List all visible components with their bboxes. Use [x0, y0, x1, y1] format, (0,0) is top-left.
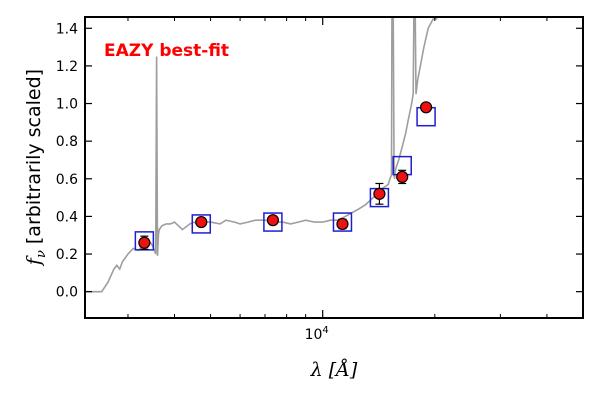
y-axis-title-rest: [arbitrarily scaled] — [23, 69, 45, 250]
y-axis-title: fν [arbitrarily scaled] — [23, 69, 49, 267]
x-tick-label-exponent: 4 — [322, 325, 328, 336]
model-photometry-square — [263, 212, 283, 232]
observed-flux-point — [138, 236, 151, 249]
observed-flux-point — [266, 214, 280, 227]
x-axis-title: λ [Å] — [310, 359, 358, 381]
eazy-annotation: EAZY best-fit — [104, 41, 229, 61]
y-tick-label: 1.2 — [56, 59, 78, 75]
x-tick-label: 104 — [305, 325, 329, 343]
x-tick-label-base: 10 — [305, 327, 323, 343]
y-tick-label: 1.4 — [56, 21, 78, 37]
observed-flux-point — [336, 217, 349, 231]
plot-frame — [84, 16, 584, 319]
observed-flux-point — [396, 170, 409, 184]
y-axis-title-f: f — [23, 255, 45, 267]
y-axis-title-nu: ν — [34, 250, 49, 258]
plot-background — [85, 17, 583, 318]
y-tick-label: 0.0 — [56, 285, 78, 301]
observed-flux-point — [373, 187, 386, 200]
model-photometry-square — [332, 212, 353, 232]
y-tick-label: 0.4 — [56, 209, 78, 225]
model-photometry-square — [191, 214, 212, 234]
observed-flux-point — [419, 101, 433, 114]
y-tick-label: 0.8 — [56, 134, 78, 150]
y-tick-label: 0.6 — [56, 172, 78, 188]
y-tick-label: 0.2 — [56, 247, 78, 263]
y-tick-label: 1.0 — [56, 97, 78, 113]
observed-flux-point — [195, 215, 208, 229]
